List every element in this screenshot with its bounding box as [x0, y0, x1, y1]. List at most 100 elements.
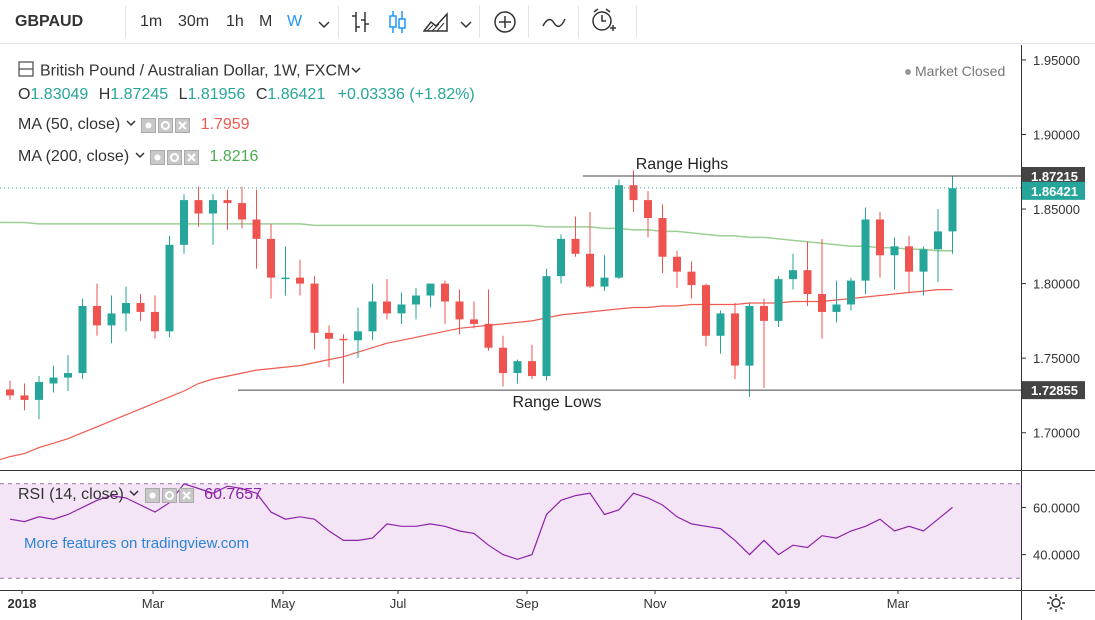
candle-body: [35, 382, 43, 400]
last-price-tag-bg: [1022, 181, 1085, 200]
remove-icon[interactable]: [178, 487, 194, 503]
candle-body: [339, 338, 348, 341]
candle-body: [615, 185, 623, 278]
ma200-label[interactable]: MA (200, close): [18, 148, 130, 166]
time-tick-label: Sep: [515, 596, 538, 611]
change-value: +0.03336 (+1.82%): [337, 86, 475, 103]
hide-series-icon[interactable]: [18, 61, 34, 82]
add-indicator-icon[interactable]: [493, 0, 517, 44]
open-value: 1.83049: [30, 86, 89, 103]
candle-body: [223, 200, 232, 204]
candle-body: [876, 219, 884, 256]
chevron-down-icon[interactable]: [125, 116, 137, 134]
price-tick-label: 1.70000: [1033, 426, 1080, 441]
candle-body: [78, 305, 87, 374]
candle-body: [470, 319, 478, 324]
symbol-search[interactable]: GBPAUD: [15, 13, 84, 30]
remove-icon[interactable]: [184, 149, 200, 165]
candle-body: [861, 219, 870, 281]
visibility-icon[interactable]: [144, 487, 160, 503]
price-tick-label: 1.75000: [1033, 351, 1080, 366]
ma200-line: [0, 221, 953, 252]
series-title[interactable]: British Pound / Australian Dollar, 1W, F…: [40, 62, 351, 80]
close-label: C: [255, 86, 268, 103]
candle-body: [194, 200, 203, 214]
candle-body: [180, 200, 188, 245]
candle-body: [513, 361, 522, 374]
bar-chart-icon[interactable]: [350, 0, 372, 44]
interval-1m[interactable]: 1m: [140, 13, 163, 30]
high-value: 1.87245: [110, 86, 169, 103]
candle-body: [673, 256, 681, 272]
candle-body: [397, 304, 406, 314]
candle-body: [760, 305, 768, 321]
ma50-label[interactable]: MA (50, close): [18, 116, 121, 134]
candle-body: [412, 295, 420, 305]
interval-30m[interactable]: 30m: [178, 13, 210, 30]
time-tick-label: May: [271, 596, 296, 611]
candle-body: [136, 302, 145, 312]
legend-title-row: British Pound / Australian Dollar, 1W, F…: [18, 61, 362, 82]
rsi-line: [9, 483, 953, 560]
toolbar-divider: [528, 6, 529, 38]
candle-body: [644, 200, 652, 218]
rsi-tick-label: 40.0000: [1033, 548, 1080, 563]
candle-body: [151, 311, 159, 332]
tradingview-watermark[interactable]: More features on tradingview.com: [24, 535, 250, 552]
toolbar-divider: [636, 6, 637, 38]
chevron-down-icon[interactable]: [350, 63, 362, 81]
candle-body: [890, 246, 899, 256]
settings-icon[interactable]: [161, 487, 177, 503]
low-value: 1.81956: [187, 86, 246, 103]
candle-body: [325, 332, 333, 339]
remove-icon[interactable]: [175, 117, 191, 133]
high-label: H: [98, 86, 111, 103]
visibility-icon[interactable]: [141, 117, 157, 133]
price-tick-label: 1.95000: [1033, 53, 1080, 68]
price-chart[interactable]: 1.95000 1.90000 1.85000 1.80000 1.75000 1.700…: [0, 45, 1095, 620]
chevron-down-icon[interactable]: [128, 486, 140, 504]
time-tick-label: Nov: [643, 596, 667, 611]
close-value: 1.86421: [267, 86, 326, 103]
chevron-down-icon[interactable]: [134, 148, 146, 166]
interval-week[interactable]: W: [287, 13, 303, 30]
open-label: O: [18, 86, 31, 103]
chevron-down-icon[interactable]: [318, 2, 330, 46]
candle-body: [934, 231, 942, 250]
settings-icon[interactable]: [167, 149, 183, 165]
candle-body: [6, 389, 14, 396]
candle-body: [789, 270, 797, 280]
candle-body: [948, 188, 957, 232]
candle-body: [281, 277, 290, 280]
ma200-value: 1.8216: [209, 148, 259, 166]
visibility-icon[interactable]: [150, 149, 166, 165]
market-status-text: Market Closed: [915, 63, 1006, 79]
area-chart-icon[interactable]: [422, 0, 449, 44]
candle-body: [528, 361, 536, 377]
candle-body: [571, 238, 580, 254]
low-label: L: [178, 86, 188, 103]
toolbar-divider: [578, 6, 579, 38]
price-tick-label: 1.85000: [1033, 202, 1080, 217]
settings-gear-icon[interactable]: [1046, 593, 1066, 618]
candle-body: [905, 246, 913, 272]
candle-body: [49, 377, 58, 384]
compare-icon[interactable]: [541, 0, 567, 44]
candle-body: [455, 301, 464, 320]
candle-body: [832, 304, 841, 312]
ohlc-row: O1.83049 H1.87245 L1.81956 C1.86421 +0.0…: [18, 86, 475, 104]
candle-body: [542, 276, 551, 377]
interval-1h[interactable]: 1h: [226, 13, 244, 30]
candle-body: [484, 323, 493, 348]
candle-body: [426, 283, 435, 296]
candles-icon[interactable]: [387, 0, 409, 44]
alert-icon[interactable]: [590, 0, 618, 44]
chevron-down-icon[interactable]: [460, 2, 472, 46]
rsi-label[interactable]: RSI (14, close): [18, 486, 124, 504]
candle-body: [238, 203, 246, 220]
settings-icon[interactable]: [158, 117, 174, 133]
candle-body: [629, 185, 638, 201]
ma50-row: MA (50, close) 1.7959: [18, 116, 250, 134]
interval-month[interactable]: M: [259, 13, 273, 30]
candle-body: [774, 279, 783, 321]
